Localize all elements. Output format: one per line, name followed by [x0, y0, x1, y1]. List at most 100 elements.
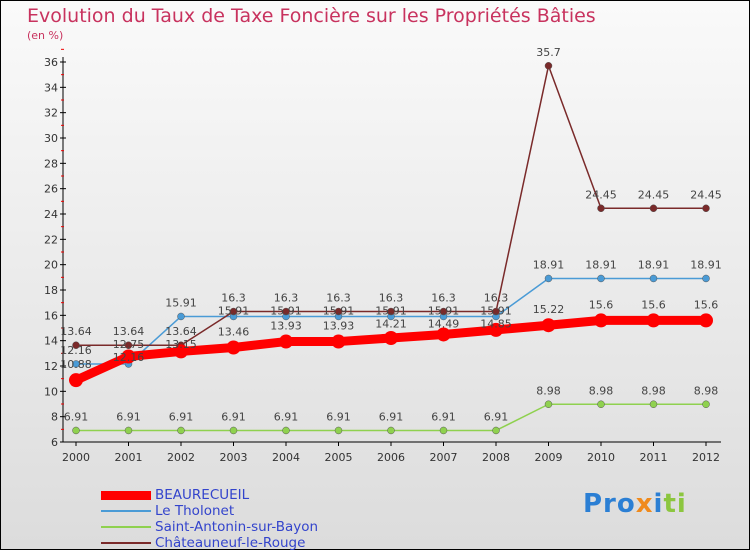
- data-point: [544, 62, 553, 70]
- x-tick-label: 2010: [587, 451, 615, 464]
- data-point: [649, 400, 658, 409]
- data-point: [279, 334, 293, 349]
- y-tick-label: 6: [51, 436, 58, 449]
- data-point: [229, 307, 238, 316]
- data-label: 18.91: [533, 258, 565, 271]
- data-label: 8.98: [641, 384, 666, 397]
- y-tick-label: 24: [44, 208, 58, 221]
- x-tick-label: 2006: [377, 451, 405, 464]
- data-label: 16.3: [379, 292, 404, 305]
- data-point: [72, 426, 80, 435]
- data-label: 6.91: [169, 410, 194, 423]
- data-label: 15.91: [218, 305, 250, 318]
- data-label: 6.91: [64, 410, 89, 423]
- legend-item: Le Tholonet: [101, 503, 318, 519]
- x-tick-label: 2009: [535, 451, 563, 464]
- x-tick-label: 2011: [640, 451, 668, 464]
- legend: BEAUREСUEIL Le Tholonet Saint-Antonin-sur-…: [101, 487, 318, 551]
- data-point: [387, 426, 395, 435]
- data-label: 14.49: [428, 318, 460, 331]
- data-point: [597, 204, 605, 213]
- y-tick-label: 14: [44, 335, 58, 348]
- legend-item: Saint-Antonin-sur-Bayon: [101, 519, 318, 535]
- data-point: [702, 400, 710, 409]
- data-point: [597, 274, 605, 283]
- data-point: [544, 274, 553, 283]
- data-point: [226, 340, 241, 355]
- data-label: 6.91: [221, 410, 246, 423]
- data-label: 35.7: [536, 46, 561, 59]
- data-label: 15.91: [270, 305, 302, 318]
- y-tick-label: 26: [44, 183, 58, 196]
- data-point: [334, 307, 343, 316]
- data-label: 6.91: [274, 410, 299, 423]
- data-point: [334, 426, 343, 435]
- data-point: [282, 307, 290, 316]
- data-point: [544, 400, 553, 409]
- data-point: [72, 360, 80, 368]
- data-label: 15.91: [323, 305, 355, 318]
- y-tick-label: 8: [51, 411, 58, 424]
- data-label: 18.91: [585, 258, 617, 271]
- legend-label: Le Tholonet: [155, 503, 235, 519]
- data-label: 24.45: [638, 188, 670, 201]
- x-tick-label: 2000: [62, 451, 90, 464]
- y-tick-label: 12: [44, 360, 58, 373]
- data-point: [282, 426, 290, 435]
- data-label: 16.3: [326, 292, 351, 305]
- y-tick-label: 18: [44, 284, 58, 297]
- proxiti-logo: Proxiti: [583, 489, 687, 519]
- data-point: [229, 426, 238, 435]
- data-label: 6.91: [116, 410, 141, 423]
- chart-title: Evolution du Taux de Taxe Foncière sur l…: [27, 5, 596, 27]
- data-label: 15.6: [694, 298, 719, 311]
- data-label: 12.16: [113, 351, 145, 364]
- data-point: [492, 426, 500, 435]
- data-label: 13.46: [218, 326, 250, 339]
- x-tick-label: 2004: [272, 451, 300, 464]
- data-label: 13.93: [270, 320, 302, 333]
- data-point: [177, 426, 185, 435]
- legend-item: Châteauneuf-le-Rouge: [101, 535, 318, 551]
- data-point: [649, 274, 658, 283]
- data-point: [439, 307, 448, 316]
- legend-swatch: [101, 542, 151, 544]
- legend-label: Châteauneuf-le-Rouge: [155, 535, 306, 551]
- data-label: 24.45: [690, 188, 722, 201]
- data-label: 15.6: [589, 298, 614, 311]
- legend-item: BEAUREСUEIL: [101, 487, 318, 503]
- x-tick-label: 2001: [115, 451, 143, 464]
- data-point: [439, 426, 448, 435]
- data-point: [594, 313, 608, 328]
- legend-label: BEAUREСUEIL: [155, 487, 250, 503]
- data-point: [541, 318, 556, 333]
- data-label: 6.91: [379, 410, 404, 423]
- data-label: 13.64: [165, 325, 197, 338]
- y-tick-label: 16: [44, 309, 58, 322]
- data-point: [649, 204, 658, 213]
- legend-label: Saint-Antonin-sur-Bayon: [155, 519, 319, 535]
- data-point: [124, 341, 133, 349]
- x-tick-label: 2008: [482, 451, 510, 464]
- x-tick-label: 2005: [325, 451, 353, 464]
- data-label: 16.3: [431, 292, 456, 305]
- data-label: 13.15: [165, 338, 197, 351]
- data-label: 8.98: [589, 384, 614, 397]
- data-point: [331, 334, 346, 349]
- legend-swatch: [101, 490, 151, 500]
- data-label: 16.3: [221, 292, 246, 305]
- data-point: [489, 322, 503, 337]
- data-label: 15.22: [533, 303, 565, 316]
- data-label: 10.88: [60, 358, 92, 371]
- data-point: [699, 313, 713, 328]
- data-label: 6.91: [431, 410, 456, 423]
- data-label: 12.16: [60, 344, 92, 357]
- data-label: 6.91: [484, 410, 509, 423]
- data-point: [436, 327, 451, 342]
- x-tick-label: 2002: [167, 451, 195, 464]
- legend-swatch: [101, 510, 151, 512]
- data-label: 16.3: [484, 292, 509, 305]
- data-label: 13.64: [113, 325, 145, 338]
